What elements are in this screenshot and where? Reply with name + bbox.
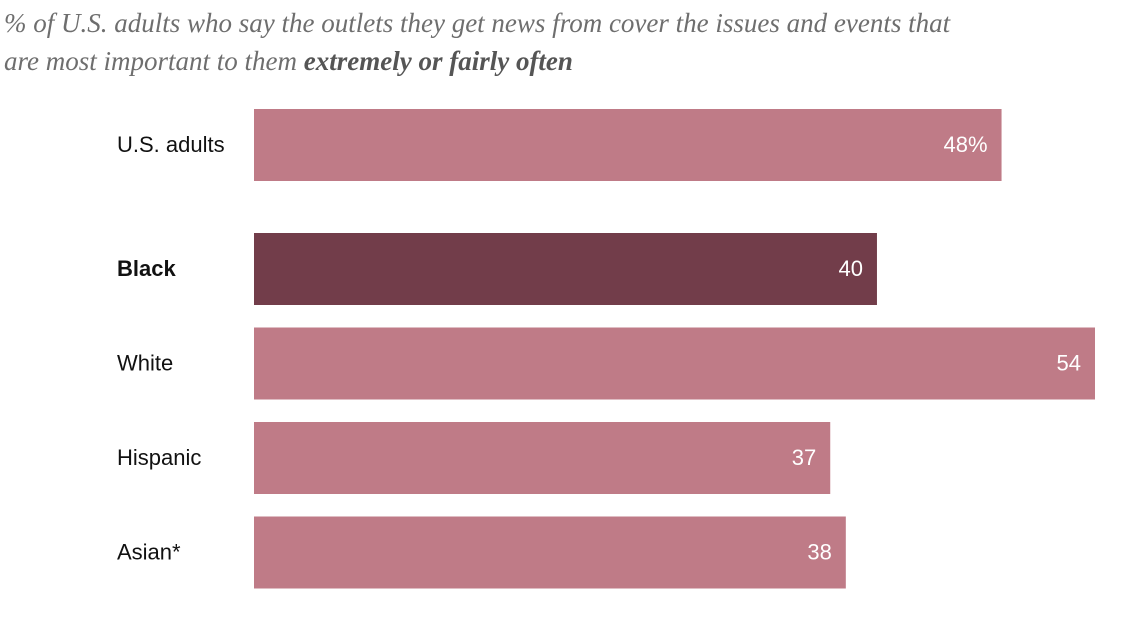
bar [254, 327, 1095, 400]
value-label: 38 [807, 539, 831, 564]
bar [254, 233, 877, 305]
value-label: 40 [838, 256, 862, 281]
bar [254, 516, 846, 589]
category-label: White [117, 350, 173, 375]
title-text: % of U.S. adults who say the outlets the… [4, 8, 951, 76]
category-label: Black [117, 256, 176, 281]
value-label: 37 [792, 445, 816, 470]
chart-title: % of U.S. adults who say the outlets the… [4, 4, 984, 80]
category-label: Asian* [117, 539, 181, 564]
category-label: Hispanic [117, 445, 201, 470]
value-label: 48% [944, 132, 988, 157]
value-label: 54 [1057, 350, 1081, 375]
title-emphasis: extremely or fairly often [303, 46, 573, 76]
category-label: U.S. adults [117, 132, 225, 157]
bar [254, 422, 831, 494]
bar [254, 109, 1002, 181]
